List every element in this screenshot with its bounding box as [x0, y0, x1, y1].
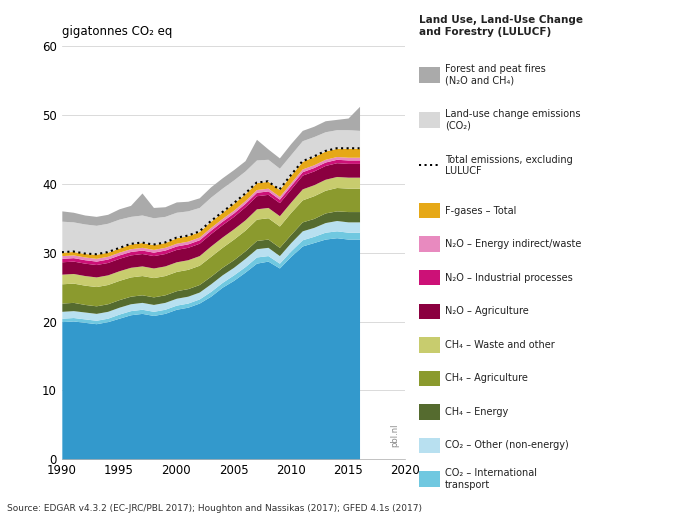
Text: gigatonnes CO₂ eq: gigatonnes CO₂ eq: [62, 25, 172, 38]
Text: Total emissions, excluding
LULUCF: Total emissions, excluding LULUCF: [445, 155, 573, 176]
Text: N₂O – Industrial processes: N₂O – Industrial processes: [445, 273, 573, 283]
Text: CH₄ – Energy: CH₄ – Energy: [445, 407, 508, 417]
Text: pbl.nl: pbl.nl: [390, 423, 400, 447]
Text: CH₄ – Agriculture: CH₄ – Agriculture: [445, 374, 528, 383]
Text: Forest and peat fires
(N₂O and CH₄): Forest and peat fires (N₂O and CH₄): [445, 64, 546, 86]
Text: F-gases – Total: F-gases – Total: [445, 206, 517, 216]
Text: CH₄ – Waste and other: CH₄ – Waste and other: [445, 340, 555, 350]
Text: N₂O – Energy indirect/waste: N₂O – Energy indirect/waste: [445, 239, 582, 249]
Text: Source: EDGAR v4.3.2 (EC-JRC/PBL 2017); Houghton and Nassikas (2017); GFED 4.1s : Source: EDGAR v4.3.2 (EC-JRC/PBL 2017); …: [7, 505, 422, 513]
Text: CO₂ – Other (non-energy): CO₂ – Other (non-energy): [445, 441, 569, 450]
Text: Land Use, Land-Use Change
and Forestry (LULUCF): Land Use, Land-Use Change and Forestry (…: [419, 15, 583, 37]
Text: CO₂ – International
transport: CO₂ – International transport: [445, 468, 537, 490]
Text: Land-use change emissions
(CO₂): Land-use change emissions (CO₂): [445, 109, 581, 131]
Text: N₂O – Agriculture: N₂O – Agriculture: [445, 307, 529, 316]
